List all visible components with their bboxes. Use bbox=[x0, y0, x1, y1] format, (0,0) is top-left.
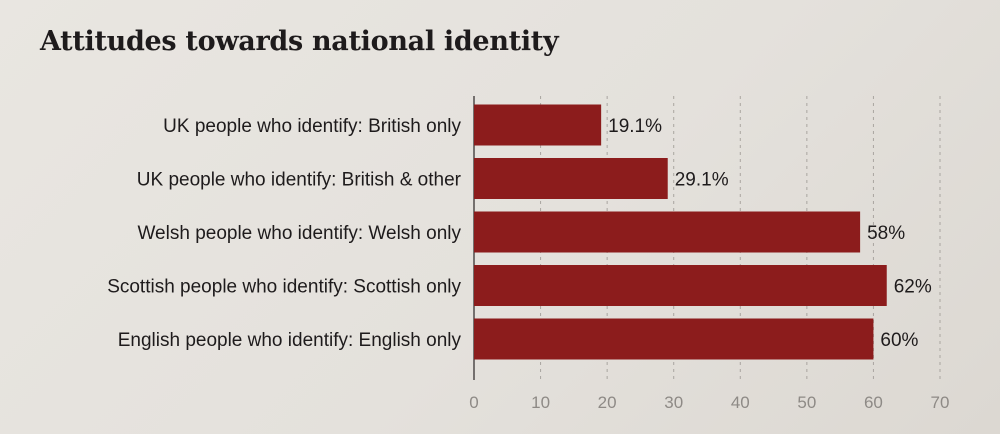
category-label: Scottish people who identify: Scottish o… bbox=[107, 277, 461, 298]
value-label: 62% bbox=[894, 277, 932, 298]
bar bbox=[474, 158, 668, 199]
category-label: Welsh people who identify: Welsh only bbox=[137, 223, 461, 244]
category-label: English people who identify: English onl… bbox=[118, 330, 462, 351]
x-tick-label: 10 bbox=[531, 393, 550, 412]
x-tick-label: 0 bbox=[469, 393, 478, 412]
category-label: UK people who identify: British only bbox=[163, 116, 461, 137]
x-axis-ticks: 0 10 20 30 40 50 60 70 bbox=[469, 393, 949, 412]
category-label: UK people who identify: British & other bbox=[137, 170, 462, 191]
chart-title: Attitudes towards national identity bbox=[40, 26, 559, 57]
x-tick-label: 50 bbox=[797, 393, 816, 412]
bar bbox=[474, 104, 602, 146]
x-tick-label: 60 bbox=[864, 393, 883, 412]
x-tick-label: 70 bbox=[931, 393, 950, 412]
bars bbox=[474, 104, 887, 360]
value-label: 19.1% bbox=[608, 116, 662, 137]
bar bbox=[474, 318, 874, 360]
bar bbox=[474, 211, 861, 253]
value-label: 58% bbox=[867, 223, 905, 244]
x-tick-label: 40 bbox=[731, 393, 750, 412]
value-label: 60% bbox=[880, 330, 918, 351]
labels: UK people who identify: British only 19.1… bbox=[107, 116, 932, 351]
value-label: 29.1% bbox=[675, 170, 729, 191]
bar bbox=[474, 265, 887, 306]
x-tick-label: 30 bbox=[664, 393, 683, 412]
x-tick-label: 20 bbox=[598, 393, 617, 412]
